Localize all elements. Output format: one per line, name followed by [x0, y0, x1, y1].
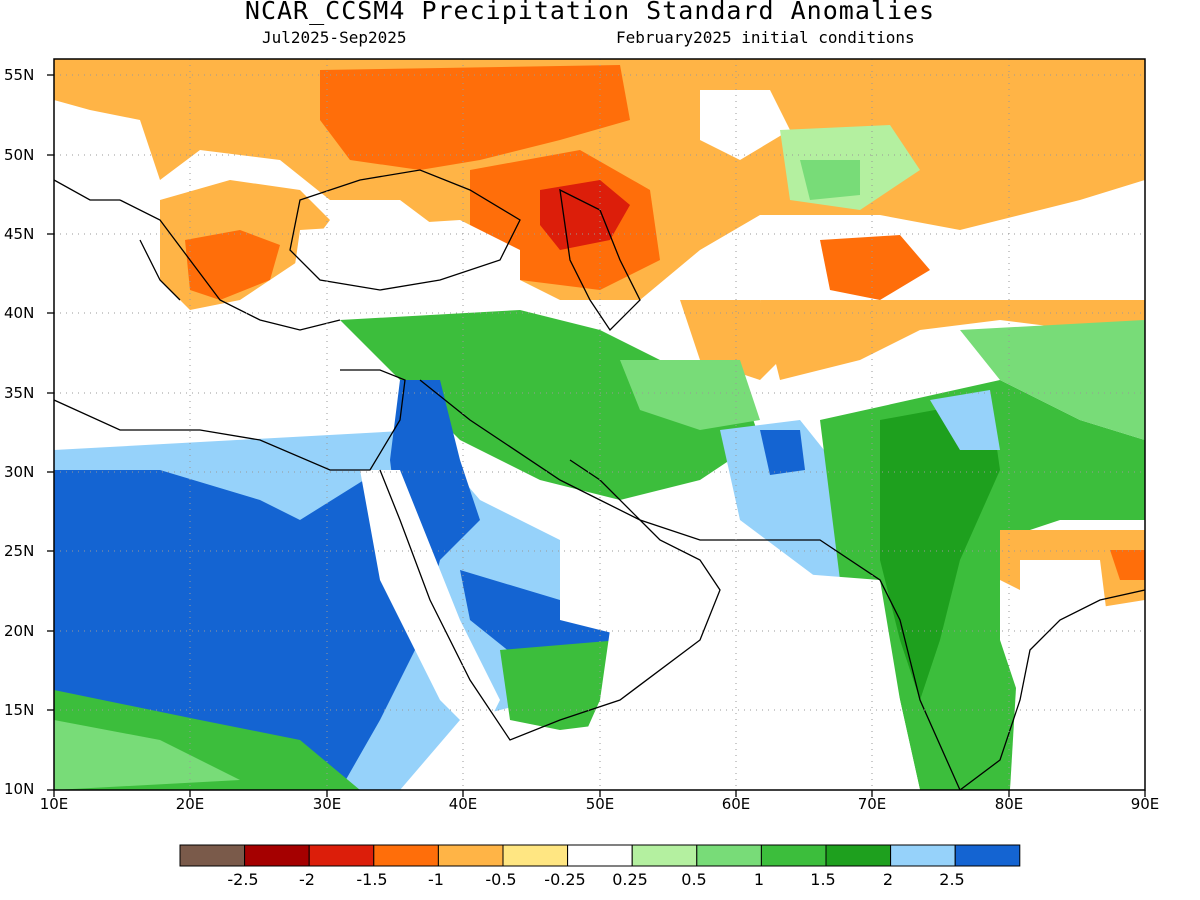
legend-swatch: [373, 844, 439, 867]
lon-label: 70E: [857, 795, 887, 813]
lat-label: 35N: [4, 384, 35, 402]
legend-label: 2: [882, 870, 894, 889]
region-central-green2: [800, 160, 860, 200]
page-title: NCAR_CCSM4 Precipitation Standard Anomal…: [244, 0, 936, 25]
lon-label: 30E: [312, 795, 342, 813]
lat-label: 40N: [4, 304, 35, 322]
legend-swatch: [179, 844, 246, 867]
region-balkans-core: [185, 230, 280, 300]
region-mediterranean-white: [54, 300, 420, 460]
lon-label: 50E: [585, 795, 615, 813]
anomaly-field: [54, 59, 1145, 790]
legend-label: 1.5: [810, 870, 836, 889]
region-bengal-core: [1110, 550, 1145, 580]
region-sudan-blue: [460, 570, 620, 660]
lon-label: 20E: [175, 795, 205, 813]
legend-swatch: [437, 844, 504, 867]
region-red-sea-white: [360, 470, 500, 740]
lat-label: 45N: [4, 225, 35, 243]
lon-label: 40E: [448, 795, 478, 813]
lat-label: 10N: [4, 780, 35, 798]
region-india-core: [880, 400, 1000, 700]
lat-label: 25N: [4, 542, 35, 560]
legend-swatch: [890, 844, 956, 867]
legend-label: 1: [753, 870, 765, 889]
lat-label: 15N: [4, 701, 35, 719]
legend-swatch: [502, 844, 569, 867]
region-ocean-white: [560, 560, 920, 790]
legend-label: -1: [428, 870, 444, 889]
legend-swatch: [760, 844, 827, 867]
region-india-lightblue: [930, 390, 1000, 450]
legend-label: -2.5: [227, 870, 259, 889]
legend-colorbar: [179, 844, 1021, 867]
legend-swatch: [567, 844, 633, 867]
legend-label: -0.5: [485, 870, 517, 889]
forecast-period: Jul2025-Sep2025: [262, 28, 407, 47]
region-centralasia-core: [820, 235, 930, 300]
lon-label: 80E: [994, 795, 1024, 813]
legend-swatch: [244, 844, 310, 867]
lon-label: 90E: [1130, 795, 1160, 813]
lat-label: 50N: [4, 146, 35, 164]
legend-label: -2: [299, 870, 315, 889]
region-south-light: [54, 720, 240, 790]
lat-label: 30N: [4, 463, 35, 481]
legend-label: 0.25: [612, 870, 648, 889]
region-mideast-wet: [340, 310, 760, 500]
legend-label: -0.25: [544, 870, 586, 889]
region-tibet-white: [960, 320, 1145, 440]
region-caspian-peak: [540, 180, 630, 250]
legend-label: -1.5: [356, 870, 388, 889]
legend-label: 2.5: [939, 870, 965, 889]
region-pakistan-blue: [760, 430, 805, 475]
tick-marks: [47, 74, 1146, 797]
region-central-white: [700, 90, 790, 160]
coastlines: [54, 169, 1145, 790]
lat-label: 20N: [4, 622, 35, 640]
region-iran-lightwet: [620, 360, 760, 430]
region-northindia-dry: [760, 300, 1145, 380]
region-bay-white: [1010, 600, 1145, 790]
legend-label: 0.5: [681, 870, 707, 889]
legend-swatch: [696, 844, 762, 867]
lat-label: 55N: [4, 66, 35, 84]
region-russia-core: [320, 65, 630, 170]
legend-swatch: [954, 844, 1021, 867]
lon-label: 60E: [721, 795, 751, 813]
region-anatolia-white: [290, 220, 520, 330]
legend-swatch: [631, 844, 698, 867]
lon-label: 10E: [39, 795, 69, 813]
initial-conditions: February2025 initial conditions: [616, 28, 915, 47]
legend-swatch: [825, 844, 892, 867]
legend-swatch: [308, 844, 375, 867]
